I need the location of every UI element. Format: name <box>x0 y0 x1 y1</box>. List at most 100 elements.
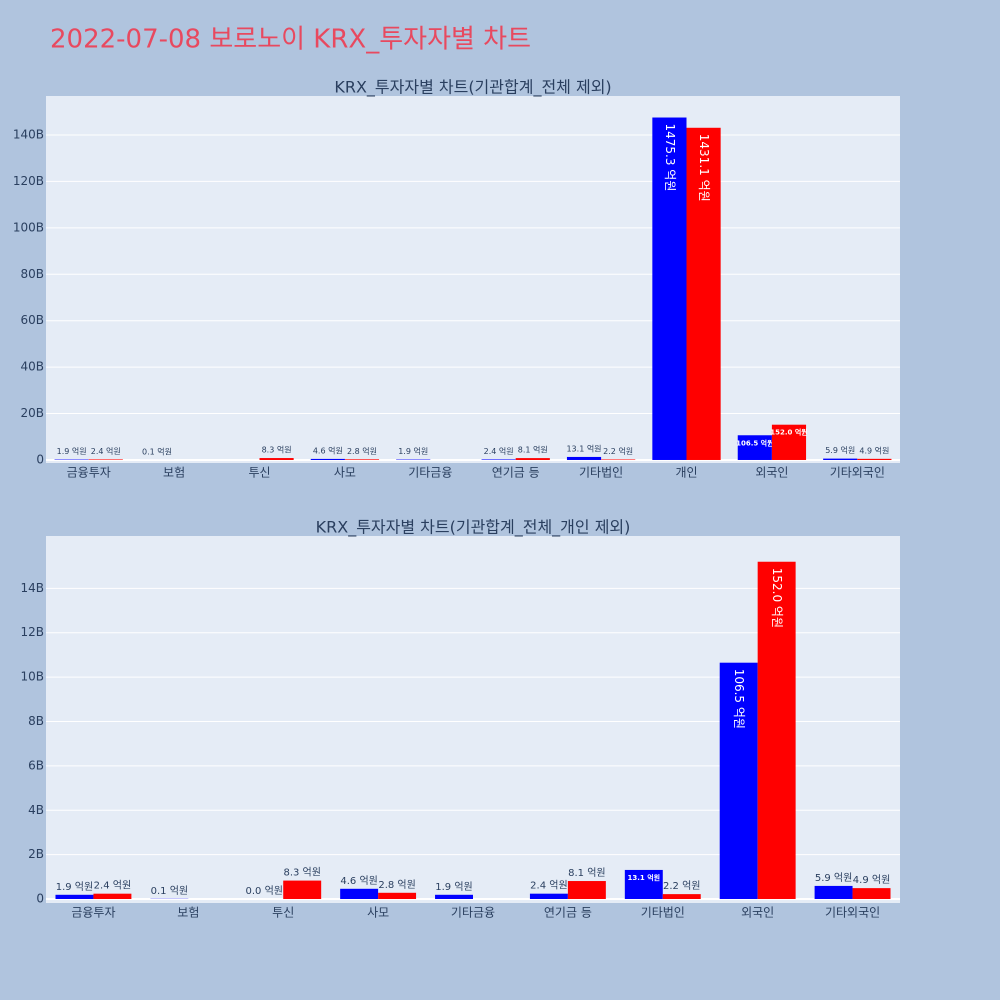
value-label: 4.6 억원 <box>313 445 343 455</box>
y-tick-label: 60B <box>20 313 44 327</box>
bar <box>259 458 294 460</box>
value-label: 0.0 억원 <box>246 885 283 897</box>
bar <box>624 869 663 900</box>
value-label: 1.9 억원 <box>56 881 93 893</box>
bar <box>310 458 345 460</box>
bar <box>283 880 322 900</box>
x-tick-label: 기타외국인 <box>825 906 880 920</box>
x-tick-label: 사모 <box>367 906 389 920</box>
value-label: 13.1 억원 <box>628 873 661 882</box>
y-tick-label: 0 <box>36 452 44 466</box>
x-tick-label: 투신 <box>272 906 294 920</box>
value-label: 1.9 억원 <box>398 446 428 456</box>
bar <box>566 456 602 460</box>
y-tick-label: 12B <box>20 625 44 639</box>
value-label: 4.6 억원 <box>340 875 377 887</box>
bar <box>529 893 568 900</box>
bar <box>567 881 606 900</box>
x-tick-label: 금융투자 <box>71 906 115 920</box>
value-label: 4.9 억원 <box>859 445 889 455</box>
x-tick-label: 보험 <box>163 466 185 480</box>
value-label: 8.1 억원 <box>518 445 548 455</box>
value-label: 106.5 억원 <box>732 669 746 729</box>
y-tick-label: 80B <box>20 267 44 281</box>
value-label: 8.3 억원 <box>283 867 320 879</box>
x-tick-label: 기타법인 <box>641 906 685 920</box>
value-label: 4.9 억원 <box>853 874 890 886</box>
x-tick-label: 기타외국인 <box>830 466 885 480</box>
bar <box>757 561 796 900</box>
x-tick-label: 금융투자 <box>67 466 111 480</box>
value-label: 1.9 억원 <box>57 446 87 456</box>
bar <box>435 894 473 900</box>
chart-title: KRX_투자자별 차트(기관합계_전체 제외) <box>334 78 611 98</box>
x-tick-label: 투신 <box>248 466 270 480</box>
y-tick-label: 100B <box>13 220 44 234</box>
value-label: 1431.1 억원 <box>697 134 711 202</box>
page-title: 2022-07-08 보로노이 KRX_투자자별 차트 <box>50 25 531 55</box>
bar <box>662 894 701 900</box>
bar <box>340 888 379 900</box>
bar <box>378 892 417 900</box>
y-tick-label: 40B <box>20 360 44 374</box>
bar <box>601 459 636 460</box>
value-label: 152.0 억원 <box>770 568 784 628</box>
x-tick-label: 연기금 등 <box>492 466 540 480</box>
value-label: 2.2 억원 <box>663 880 700 892</box>
y-tick-label: 4B <box>28 803 44 817</box>
x-tick-label: 연기금 등 <box>544 906 592 920</box>
x-tick-label: 기타금융 <box>451 906 495 920</box>
y-tick-label: 20B <box>20 406 44 420</box>
y-tick-label: 6B <box>28 758 44 772</box>
x-tick-label: 외국인 <box>741 906 774 920</box>
value-label: 8.3 억원 <box>262 445 292 455</box>
value-label: 1475.3 억원 <box>663 124 677 192</box>
x-tick-label: 개인 <box>675 466 697 480</box>
value-label: 152.0 억원 <box>770 428 807 437</box>
value-label: 0.1 억원 <box>151 885 188 897</box>
value-label: 2.4 억원 <box>94 880 131 892</box>
x-tick-label: 보험 <box>177 906 199 920</box>
bar <box>719 662 758 900</box>
bar <box>93 893 132 900</box>
value-label: 2.4 억원 <box>530 880 567 892</box>
value-label: 2.4 억원 <box>484 446 514 456</box>
bar <box>852 888 891 900</box>
bar <box>344 459 380 460</box>
chart-title: KRX_투자자별 차트(기관합계_전체_개인 제외) <box>316 518 631 538</box>
bar <box>55 894 94 900</box>
x-tick-label: 기타법인 <box>579 466 623 480</box>
y-tick-label: 0 <box>36 892 44 906</box>
x-tick-label: 사모 <box>334 466 356 480</box>
x-tick-label: 외국인 <box>755 466 788 480</box>
bar <box>515 458 550 460</box>
value-label: 1.9 억원 <box>435 881 472 893</box>
y-tick-label: 14B <box>20 581 44 595</box>
value-label: 5.9 억원 <box>825 445 855 455</box>
plot-area <box>46 96 900 463</box>
value-label: 106.5 억원 <box>736 438 773 447</box>
bar <box>652 117 687 460</box>
y-tick-label: 10B <box>20 670 44 684</box>
value-label: 0.1 억원 <box>142 446 172 456</box>
bar <box>857 458 892 460</box>
bar <box>737 435 772 460</box>
value-label: 5.9 억원 <box>815 872 852 884</box>
y-tick-label: 140B <box>13 127 44 141</box>
y-tick-label: 120B <box>13 174 44 188</box>
value-label: 8.1 억원 <box>568 867 605 879</box>
bar <box>814 885 853 900</box>
y-tick-label: 8B <box>28 714 44 728</box>
value-label: 2.8 억원 <box>378 879 415 891</box>
value-label: 2.4 억원 <box>91 446 121 456</box>
y-tick-label: 2B <box>28 847 44 861</box>
value-label: 2.8 억원 <box>347 446 377 456</box>
value-label: 13.1 억원 <box>566 443 601 453</box>
bar <box>686 127 721 460</box>
bar <box>771 424 807 460</box>
x-tick-label: 기타금융 <box>408 466 452 480</box>
bar <box>88 459 123 460</box>
bar <box>823 458 858 460</box>
value-label: 2.2 억원 <box>603 446 633 456</box>
